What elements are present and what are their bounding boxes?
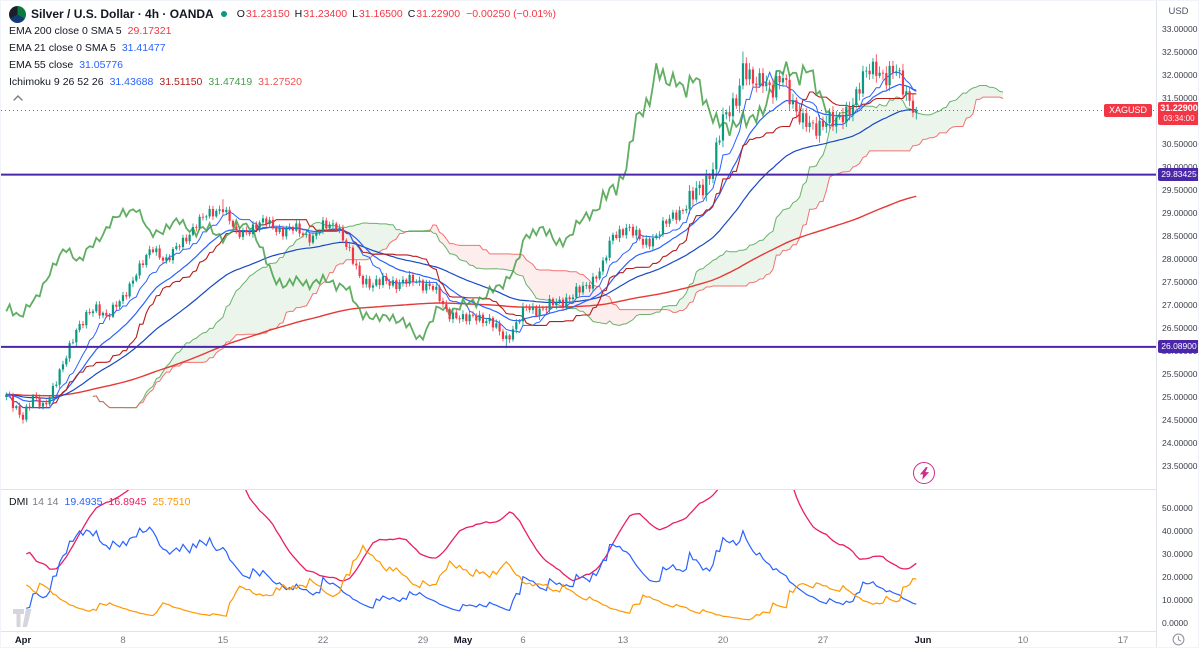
ohlc-low-label: L bbox=[352, 8, 358, 20]
time-tick-label: 15 bbox=[217, 635, 229, 646]
main-chart-canvas[interactable] bbox=[1, 1, 1156, 489]
time-tick-label: 22 bbox=[317, 635, 329, 646]
price-tick-label: 30.50000 bbox=[1162, 139, 1198, 149]
time-tick-label: May bbox=[453, 635, 473, 646]
dmi-tick-label: 10.0000 bbox=[1162, 595, 1193, 605]
ohlc-close-label: C bbox=[407, 8, 416, 20]
change-value: −0.00250 (−0.01%) bbox=[466, 8, 556, 20]
indicator-value: 31.05776 bbox=[79, 59, 123, 71]
chart-legend: Silver / U.S. Dollar · 4h · OANDA O 31.2… bbox=[9, 5, 556, 104]
dmi-label: DMI bbox=[9, 496, 29, 508]
current-price-badge: 31.22900 03:34:00 bbox=[1158, 102, 1198, 125]
price-tick-label: 29.00000 bbox=[1162, 208, 1198, 218]
ichimoku-base-value: 31.51150 bbox=[159, 76, 203, 88]
indicator-label: Ichimoku 9 26 52 26 bbox=[9, 76, 104, 88]
price-scale-currency-button[interactable]: USD bbox=[1157, 6, 1198, 17]
quick-trade-lightning-button[interactable] bbox=[913, 462, 935, 484]
ohlc-high-value: 31.23400 bbox=[303, 8, 348, 20]
ichimoku-conversion-value: 31.43688 bbox=[109, 76, 154, 88]
dmi-adx-value: 16.8945 bbox=[108, 496, 147, 508]
price-tick-label: 27.50000 bbox=[1162, 277, 1198, 287]
price-tick-label: 30.00000 bbox=[1162, 162, 1197, 172]
ichimoku-lagging-value: 31.47419 bbox=[208, 76, 253, 88]
price-tick-label: 32.50000 bbox=[1162, 47, 1198, 57]
ohlc-low-value: 31.16500 bbox=[358, 8, 403, 20]
indicator-value: 31.41477 bbox=[121, 42, 166, 54]
price-tick-label: 24.50000 bbox=[1162, 415, 1198, 425]
dmi-tick-label: 40.0000 bbox=[1162, 526, 1193, 536]
dmi-tick-label: 50.0000 bbox=[1162, 503, 1193, 513]
market-status-dot bbox=[220, 11, 227, 17]
ohlc-open-value: 31.23150 bbox=[245, 8, 290, 20]
session-clock-icon[interactable] bbox=[1172, 633, 1185, 646]
price-scale[interactable]: USD 31.22900 03:34:00 33.00000 32.50000 32… bbox=[1156, 1, 1198, 647]
chevron-up-icon bbox=[13, 95, 23, 101]
symbol-chip-label: XAGUSD bbox=[1108, 105, 1147, 115]
price-tick-label: 26.50000 bbox=[1162, 323, 1198, 333]
ohlc-open-label: O bbox=[236, 8, 245, 20]
main-price-pane[interactable]: Silver / U.S. Dollar · 4h · OANDA O 31.2… bbox=[1, 1, 1156, 489]
price-tick-label: 25.50000 bbox=[1162, 369, 1198, 379]
time-tick-label: 27 bbox=[817, 635, 829, 646]
indicator-row-ema21[interactable]: EMA 21 close 0 SMA 5 31.41477 bbox=[9, 40, 556, 56]
tradingview-logo-icon bbox=[13, 609, 32, 627]
ohlc-high-label: H bbox=[294, 8, 303, 20]
indicator-label: EMA 55 close bbox=[9, 59, 74, 71]
time-tick-label: 13 bbox=[617, 635, 629, 646]
price-tick-label: 29.50000 bbox=[1162, 185, 1198, 195]
price-tick-label: 31.50000 bbox=[1162, 93, 1198, 103]
indicator-label: EMA 200 close 0 SMA 5 bbox=[9, 25, 122, 37]
ichimoku-lead-value: 31.27520 bbox=[258, 76, 302, 88]
dmi-tick-label: 0.0000 bbox=[1162, 618, 1188, 628]
time-tick-label: 8 bbox=[120, 635, 126, 646]
dmi-indicator-pane[interactable]: DMI 14 14 19.4935 16.8945 25.7510 bbox=[1, 490, 1156, 631]
price-tick-label: 23.50000 bbox=[1162, 461, 1198, 471]
pane-resize-divider[interactable] bbox=[1, 489, 1198, 490]
symbol-legend-row[interactable]: Silver / U.S. Dollar · 4h · OANDA O 31.2… bbox=[9, 5, 556, 23]
current-price-value: 31.22900 bbox=[1160, 103, 1198, 113]
time-tick-label: 17 bbox=[1117, 635, 1129, 646]
indicator-row-ichimoku[interactable]: Ichimoku 9 26 52 26 31.43688 31.51150 31… bbox=[9, 74, 556, 90]
dmi-params: 14 14 bbox=[32, 496, 59, 508]
time-tick-label: Apr bbox=[14, 635, 32, 646]
level-price-badge: 26.08900 bbox=[1158, 339, 1198, 353]
price-tick-label: 25.00000 bbox=[1162, 392, 1198, 402]
time-tick-label: Jun bbox=[914, 635, 932, 646]
tradingview-logo-watermark bbox=[11, 605, 39, 634]
ohlc-close-value: 31.22900 bbox=[416, 8, 461, 20]
symbol-title[interactable]: Silver / U.S. Dollar · 4h · OANDA bbox=[31, 7, 214, 21]
indicator-value: 29.17321 bbox=[127, 25, 172, 37]
dmi-minus-di-value: 25.7510 bbox=[152, 496, 191, 508]
time-axis[interactable]: Apr 8 15 22 29 May 6 13 20 27 Jun 10 17 bbox=[1, 631, 1156, 647]
price-tick-label: 24.00000 bbox=[1162, 438, 1198, 448]
time-tick-label: 29 bbox=[417, 635, 429, 646]
price-tick-label: 28.00000 bbox=[1162, 254, 1198, 264]
time-tick-label: 20 bbox=[717, 635, 729, 646]
lightning-icon bbox=[919, 466, 929, 480]
dmi-plus-di-value: 19.4935 bbox=[64, 496, 103, 508]
dmi-tick-label: 30.0000 bbox=[1162, 549, 1193, 559]
indicator-row-ema55[interactable]: EMA 55 close 31.05776 bbox=[9, 57, 556, 73]
price-line-symbol-chip: XAGUSD bbox=[1103, 104, 1152, 117]
indicator-row-dmi[interactable]: DMI 14 14 19.4935 16.8945 25.7510 bbox=[9, 496, 190, 508]
time-tick-label: 10 bbox=[1017, 635, 1029, 646]
time-tick-label: 6 bbox=[520, 635, 526, 646]
dmi-tick-label: 20.0000 bbox=[1162, 572, 1193, 582]
price-tick-label: 27.00000 bbox=[1162, 300, 1198, 310]
bar-countdown: 03:34:00 bbox=[1163, 114, 1195, 123]
clock-icon bbox=[1172, 633, 1185, 646]
currency-label: USD bbox=[1168, 6, 1189, 17]
level-price-badge: 29.83425 bbox=[1158, 167, 1198, 181]
legend-collapse-button[interactable] bbox=[9, 92, 27, 104]
price-tick-label: 32.00000 bbox=[1162, 70, 1198, 80]
indicator-label: EMA 21 close 0 SMA 5 bbox=[9, 42, 116, 54]
indicator-row-ema200[interactable]: EMA 200 close 0 SMA 5 29.17321 bbox=[9, 23, 556, 39]
symbol-logo-icon bbox=[9, 5, 26, 23]
dmi-chart-canvas[interactable] bbox=[1, 490, 1156, 631]
price-tick-label: 33.00000 bbox=[1162, 24, 1198, 34]
price-tick-label: 28.50000 bbox=[1162, 231, 1198, 241]
